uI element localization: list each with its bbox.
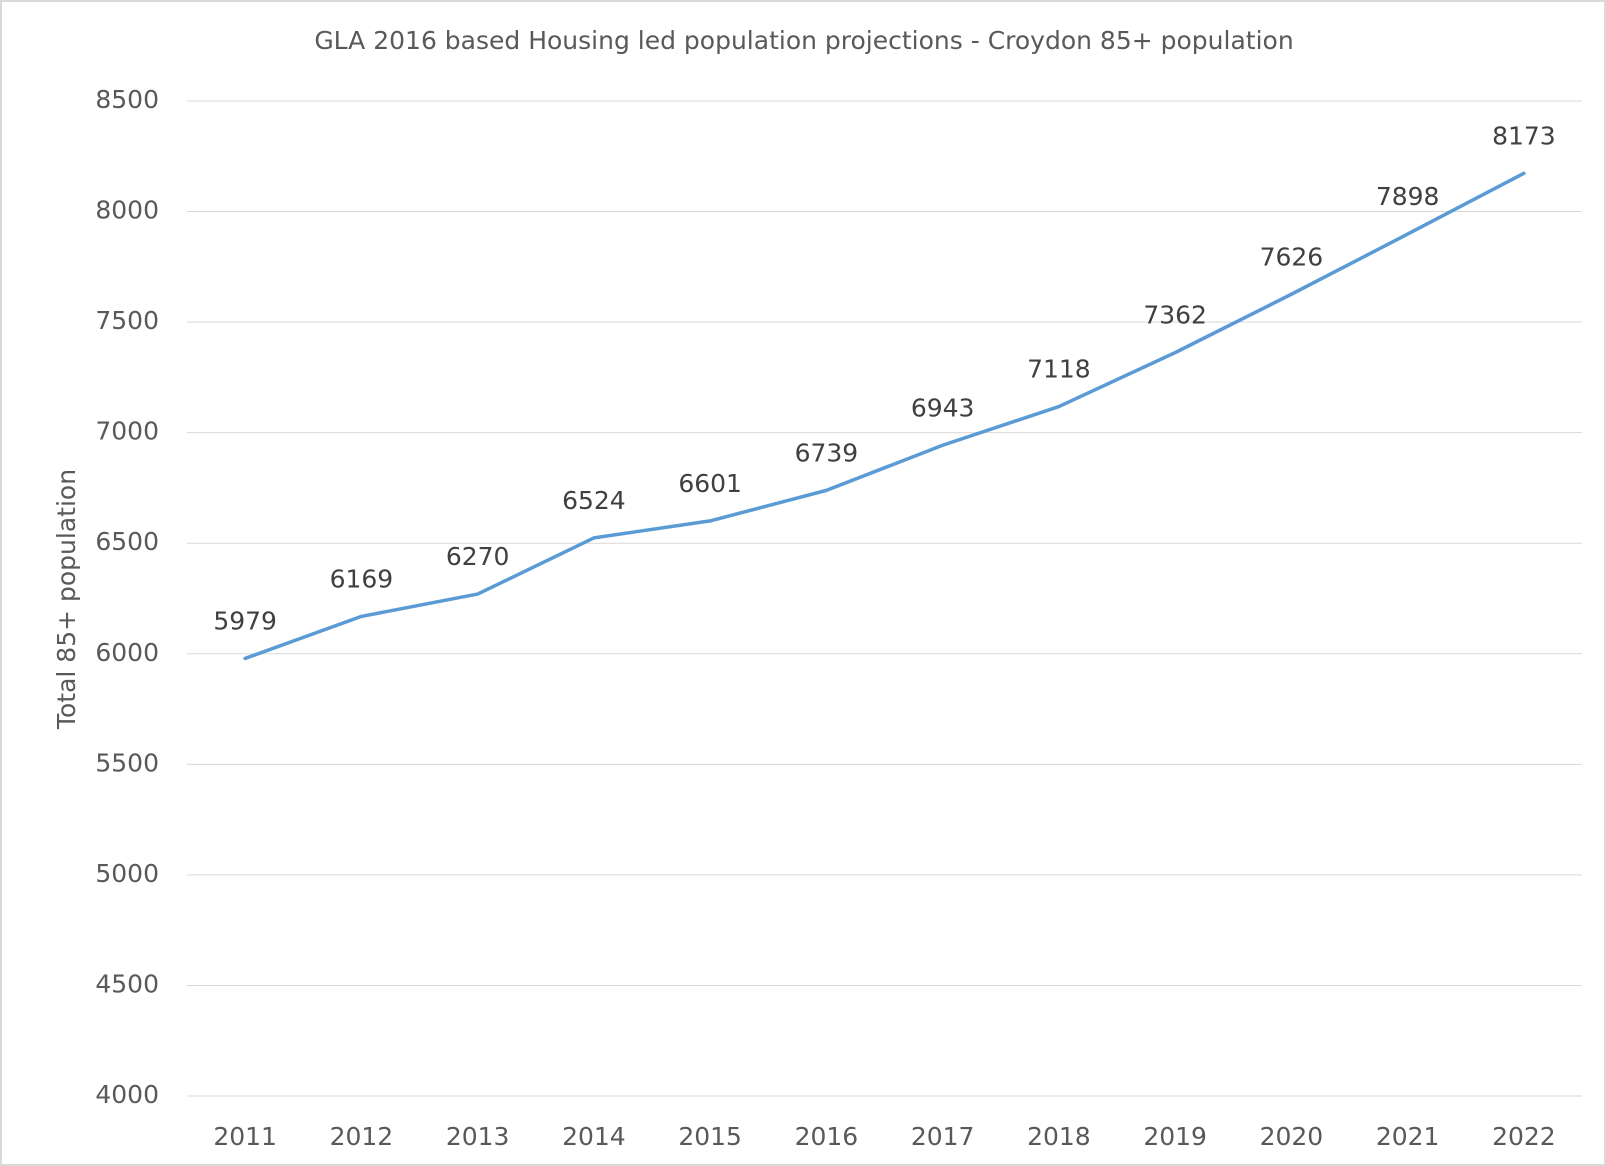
chart-title: GLA 2016 based Housing led population pr… — [314, 26, 1293, 55]
x-tick-label: 2012 — [330, 1122, 394, 1151]
y-axis-label: Total 85+ population — [52, 469, 81, 730]
x-tick-label: 2019 — [1143, 1122, 1207, 1151]
data-label: 7898 — [1376, 182, 1440, 211]
data-label: 7626 — [1260, 242, 1324, 271]
x-tick-label: 2013 — [446, 1122, 510, 1151]
x-tick-label: 2018 — [1027, 1122, 1091, 1151]
data-label: 5979 — [213, 606, 277, 635]
data-label: 6270 — [446, 542, 510, 571]
y-tick-label: 8000 — [95, 196, 159, 225]
y-tick-label: 4500 — [95, 969, 159, 998]
data-label: 6739 — [795, 438, 859, 467]
y-tick-label: 5500 — [95, 748, 159, 777]
x-tick-label: 2021 — [1376, 1122, 1440, 1151]
data-label: 6943 — [911, 393, 975, 422]
x-tick-label: 2011 — [213, 1122, 277, 1151]
data-label: 6601 — [678, 469, 742, 498]
data-label: 8173 — [1492, 121, 1556, 150]
x-tick-label: 2022 — [1492, 1122, 1556, 1151]
y-tick-label: 4000 — [95, 1080, 159, 1109]
x-tick-label: 2016 — [795, 1122, 859, 1151]
x-tick-label: 2020 — [1260, 1122, 1324, 1151]
y-tick-label: 8500 — [95, 85, 159, 114]
data-line — [243, 171, 1526, 661]
x-tick-label: 2015 — [678, 1122, 742, 1151]
data-label: 7362 — [1143, 301, 1207, 330]
x-tick-label: 2017 — [911, 1122, 975, 1151]
y-tick-label: 6000 — [95, 638, 159, 667]
data-label: 6169 — [330, 564, 394, 593]
y-tick-label: 7500 — [95, 306, 159, 335]
x-tick-label: 2014 — [562, 1122, 626, 1151]
y-tick-label: 6500 — [95, 527, 159, 556]
y-tick-label: 7000 — [95, 417, 159, 446]
y-tick-label: 5000 — [95, 859, 159, 888]
data-label: 7118 — [1027, 355, 1091, 384]
data-label: 6524 — [562, 486, 626, 515]
